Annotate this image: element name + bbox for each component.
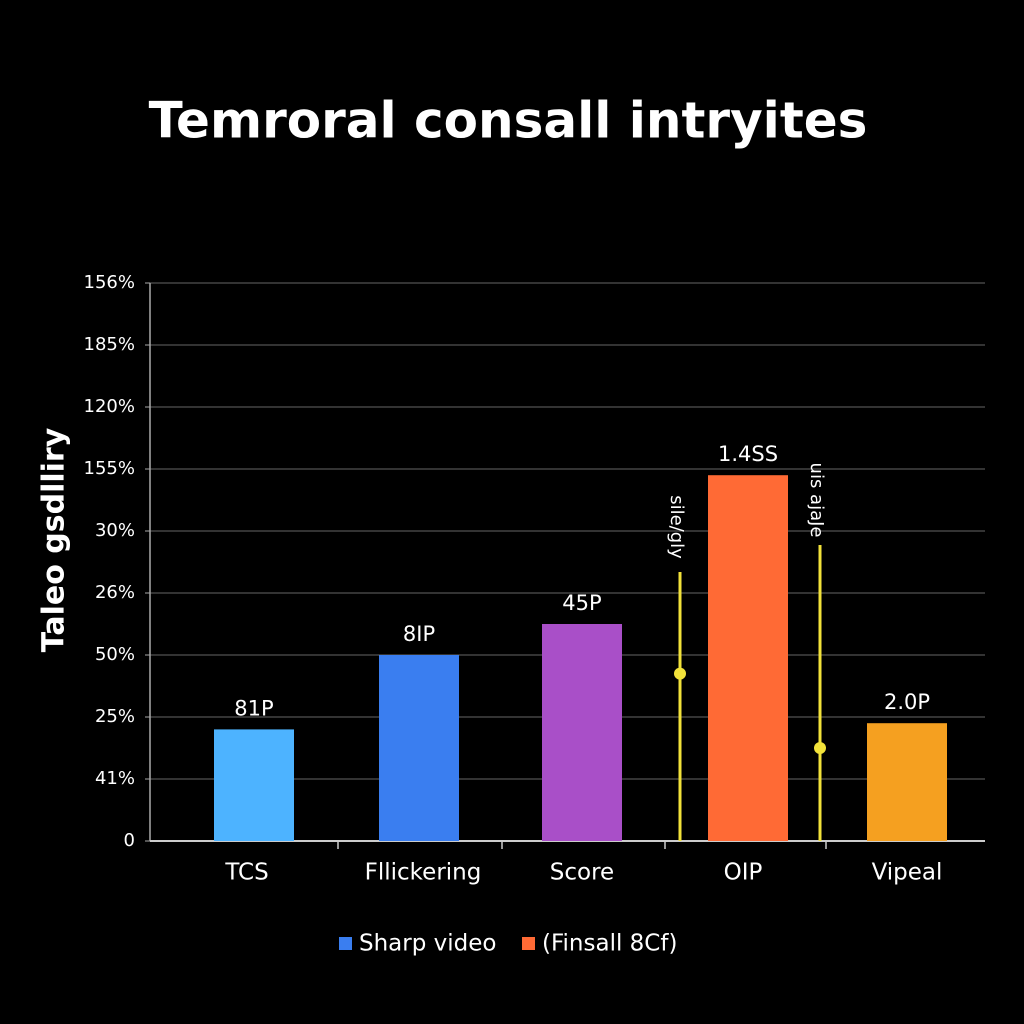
bar [867,723,947,841]
annotation-text: sile/gly [666,495,687,559]
legend-swatch [522,937,535,950]
x-tick-label: Fllickering [365,860,482,886]
bar [542,624,622,841]
annotation-dot [674,667,686,680]
chart-title: Temroral consall intryites [149,92,868,150]
legend-swatch [339,937,352,950]
y-tick-label: 25% [95,706,135,727]
x-tick-label: Score [550,860,614,886]
bar [379,655,459,841]
y-tick-label: 26% [95,582,135,603]
y-tick-label: 120% [84,396,135,417]
data-label: 81P [234,696,273,720]
data-label: 1.4SS [718,442,778,466]
y-tick-label: 0 [124,830,135,851]
y-tick-label: 155% [84,458,135,479]
y-tick-label: 30% [95,520,135,541]
y-tick-label: 185% [84,334,135,355]
data-label: 8IP [403,622,435,646]
y-tick-label: 41% [95,768,135,789]
bar [214,729,294,841]
bar [708,475,788,841]
x-tick-label: TCS [224,860,268,886]
legend-label: Sharp video [359,931,496,957]
annotation-text: uis ajaJe [806,463,827,538]
y-axis-title: Taleo gsdlliry [37,427,72,652]
annotation-dot [814,742,826,754]
data-label: 45P [562,591,601,615]
legend-label: (Finsall 8Cf) [542,931,677,957]
x-tick-label: OIP [724,860,763,886]
y-tick-label: 50% [95,644,135,665]
data-label: 2.0P [884,690,930,714]
x-tick-label: Vipeal [872,860,943,886]
y-tick-label: 156% [84,272,135,293]
